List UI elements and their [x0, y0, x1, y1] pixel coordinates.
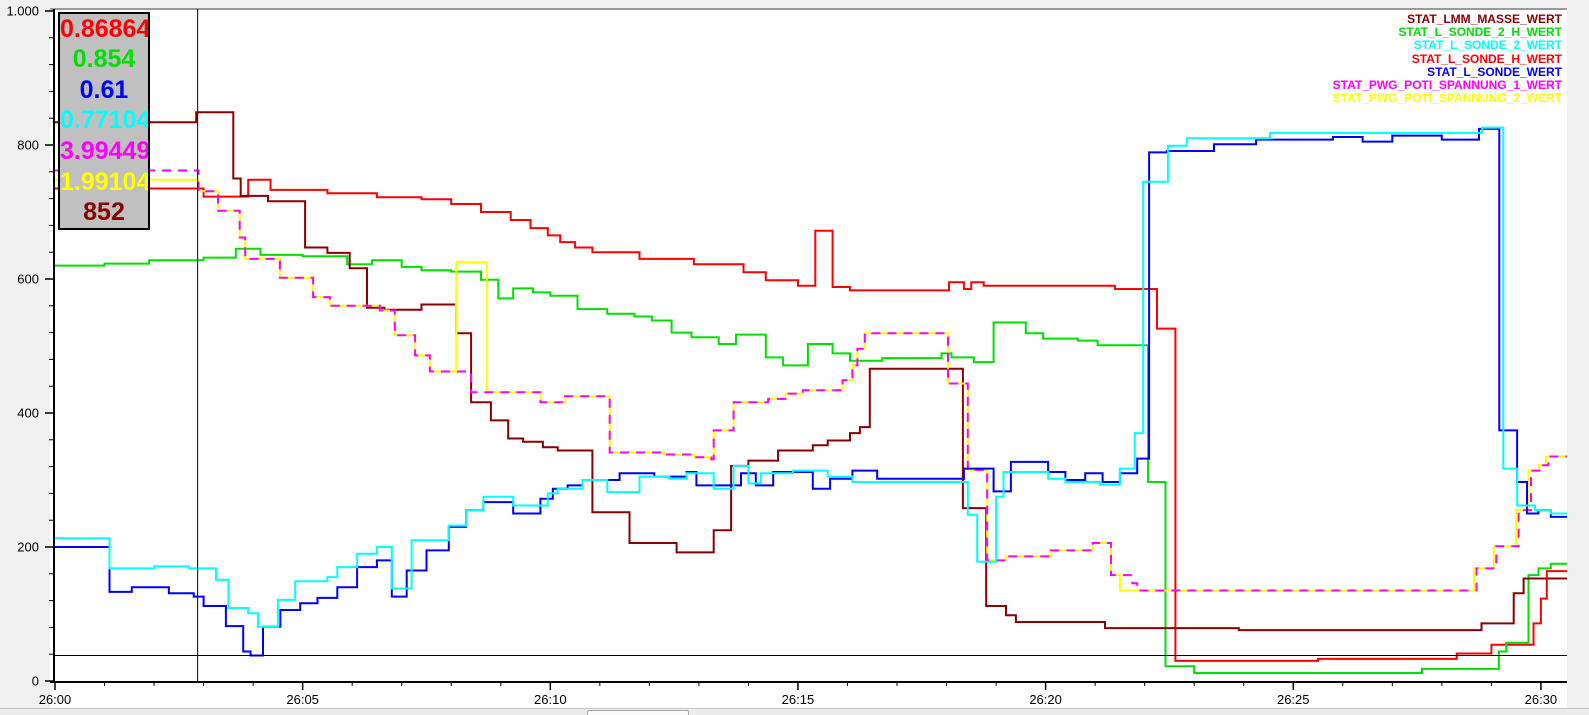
y-axis-label: 800	[17, 138, 39, 153]
legend-item-STAT_L_SONDE_2_WERT[interactable]: STAT_L_SONDE_2_WERT	[1413, 38, 1562, 53]
x-axis-label: 26:05	[286, 692, 319, 707]
legend-item-STAT_L_SONDE_2_H_WERT[interactable]: STAT_L_SONDE_2_H_WERT	[1398, 25, 1562, 40]
x-axis-label: 26:00	[39, 692, 72, 707]
series-STAT_LMM_MASSE_WERT[interactable]	[50, 111, 1567, 632]
x-axis-label: 26:15	[782, 692, 815, 707]
y-axis-label: 200	[17, 540, 39, 555]
cursor-value: 0.61	[79, 77, 129, 103]
x-axis-label: 26:30	[1525, 692, 1558, 707]
y-axis-label: 1.000	[6, 4, 39, 19]
signal-legend: STAT_LMM_MASSE_WERT STAT_L_SONDE_2_H_WERT…	[1332, 12, 1562, 106]
cursor-value: 0.77104	[60, 108, 148, 134]
x-axis-label: 26:20	[1029, 692, 1062, 707]
y-axis-label: 400	[17, 406, 39, 421]
x-axis-label: 26:25	[1277, 692, 1310, 707]
cursor-value: 1.99104	[60, 169, 148, 195]
cursor-value: 3.99449	[60, 139, 148, 165]
series-STAT_L_SONDE_2_H_WERT[interactable]	[50, 247, 1567, 674]
cursor-value: 852	[83, 200, 125, 226]
cursor-value: 0.86864	[60, 16, 148, 42]
series-STAT_PWG_POTI_SPANNUNG_1_WERT[interactable]	[50, 169, 1567, 592]
horizontal-scrollbar-thumb[interactable]	[587, 710, 689, 715]
legend-item-STAT_L_SONDE_H_WERT[interactable]: STAT_L_SONDE_H_WERT	[1411, 51, 1562, 66]
x-axis-label: 26:10	[534, 692, 567, 707]
cursor-value-box[interactable]: 0.86864 0.854 0.61 0.77104 3.99449 1.99104 852	[58, 12, 150, 230]
series-STAT_L_SONDE_2_WERT[interactable]	[50, 126, 1567, 628]
legend-item-STAT_PWG_POTI_SPANNUNG_1_WERT[interactable]: STAT_PWG_POTI_SPANNUNG_1_WERT	[1332, 78, 1562, 93]
horizontal-scrollbar-track	[0, 708, 1589, 715]
cursor-value: 0.854	[72, 47, 136, 73]
legend-item-STAT_PWG_POTI_SPANNUNG_2_WERT[interactable]: STAT_PWG_POTI_SPANNUNG_2_WERT	[1332, 91, 1562, 106]
series-STAT_L_SONDE_WERT[interactable]	[50, 127, 1567, 657]
legend-item-STAT_L_SONDE_WERT[interactable]: STAT_L_SONDE_WERT	[1427, 64, 1562, 79]
legend-item-STAT_LMM_MASSE_WERT[interactable]: STAT_LMM_MASSE_WERT	[1407, 12, 1562, 26]
y-axis-label: 0	[32, 674, 39, 689]
series-STAT_L_SONDE_H_WERT[interactable]	[50, 178, 1567, 662]
y-axis-label: 600	[17, 272, 39, 287]
